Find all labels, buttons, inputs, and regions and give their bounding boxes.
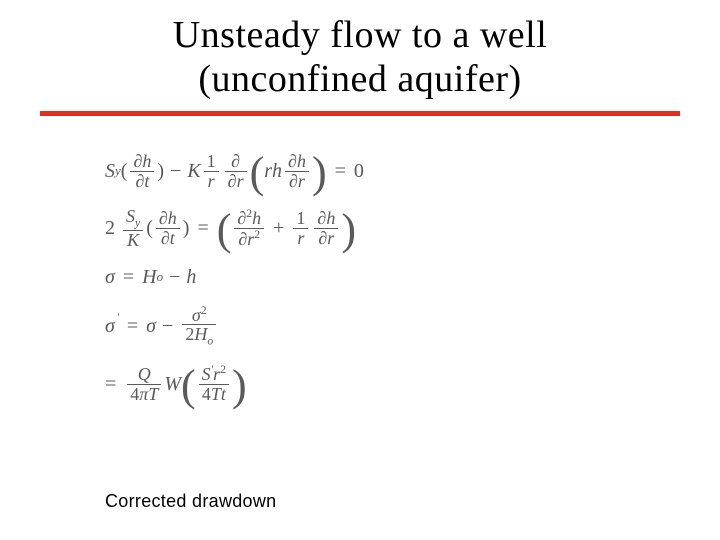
slide: Unsteady flow to a well (unconfined aqui… (0, 0, 720, 540)
equation-drawdown-def: σ = Ho − h (105, 266, 364, 289)
equation-pde-expanded: 2 Sy K ( ∂h ∂t ) = ( ∂2h ∂r2 + 1r (105, 207, 364, 250)
slide-title: Unsteady flow to a well (unconfined aqui… (0, 0, 720, 101)
equation-corrected-drawdown: σ' = σ − σ2 2Ho (105, 305, 364, 349)
caption-corrected-drawdown: Corrected drawdown (105, 491, 276, 512)
title-line-1: Unsteady flow to a well (173, 14, 548, 56)
title-line-2: (unconfined aquifer) (198, 58, 521, 100)
equation-pde-storage: Sy ( ∂h ∂t ) − K 1r ∂ ∂r ( r h ∂h (105, 152, 364, 191)
title-divider (40, 111, 680, 116)
equation-block: Sy ( ∂h ∂t ) − K 1r ∂ ∂r ( r h ∂h (105, 152, 364, 420)
equation-theis-solution: = Q 4πT W ( S'r2 4Tt ) (105, 364, 364, 404)
